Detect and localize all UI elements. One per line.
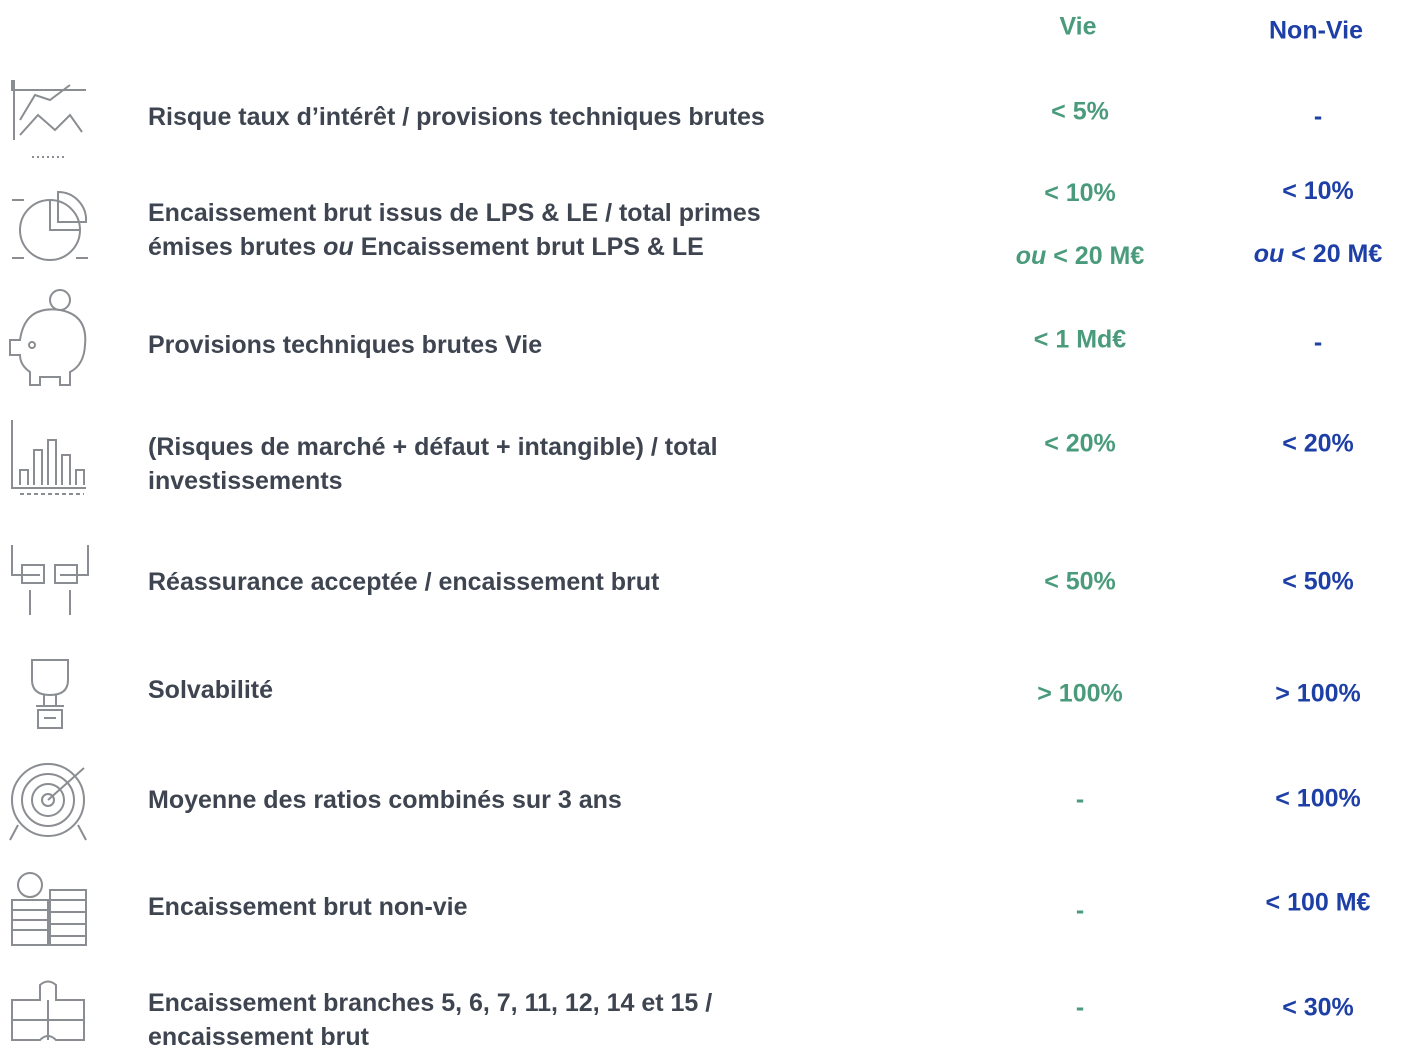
cell-vie: < 10% ou < 20 M€ <box>1016 162 1145 288</box>
icons <box>9 80 89 1041</box>
text-line: - <box>1075 785 1085 814</box>
text-line: Réassurance acceptée / encaissement brut <box>148 568 660 596</box>
row-label: Risque taux d’intérêt / provisions techn… <box>148 100 765 134</box>
cell-vie: < 5% <box>1051 81 1109 144</box>
cell-nonvie: - <box>1314 86 1322 149</box>
text-line: > 100% <box>1275 679 1361 708</box>
text-line: Solvabilité <box>148 676 274 704</box>
cell-vie: < 20% <box>1044 413 1116 476</box>
text-line: ou < 20 M€ <box>1254 223 1383 286</box>
text-line: Risque taux d’intérêt / provisions techn… <box>148 103 765 131</box>
cell-nonvie: < 100 M€ <box>1266 872 1371 935</box>
text-line: < 5% <box>1051 97 1109 126</box>
text-line: < 10% <box>1282 177 1354 205</box>
text-segment: émises brutes <box>148 233 317 261</box>
text-line: - <box>1075 993 1085 1022</box>
text-segment: Encaissement brut LPS & LE <box>360 233 704 261</box>
text-line: < 20% <box>1044 429 1116 458</box>
icon-target <box>9 763 87 841</box>
row-label: Réassurance acceptée / encaissement brut <box>148 565 659 599</box>
row-label: Provisions techniques brutes Vie <box>148 328 542 362</box>
text-line: Encaissement brut issus de LPS & LE / to… <box>148 199 761 227</box>
text-line: Moyenne des ratios combinés sur 3 ans <box>148 786 622 814</box>
icon-handshake <box>11 545 89 615</box>
cell-nonvie: < 30% <box>1282 977 1354 1040</box>
icon-bar-chart <box>11 420 86 495</box>
text-line: < 30% <box>1282 993 1354 1022</box>
text-segment: < 20 M€ <box>1053 242 1145 270</box>
text-line: < 1 Md€ <box>1033 325 1127 354</box>
cell-vie: < 50% <box>1044 551 1116 614</box>
text-line: < 100 M€ <box>1265 888 1371 917</box>
icon-coins <box>11 872 87 946</box>
text-line: < 20% <box>1282 429 1354 458</box>
text-segment: ou <box>323 233 354 261</box>
text-line: Encaissement brut non-vie <box>148 893 468 921</box>
text-line: < 10% <box>1044 179 1116 207</box>
cell-nonvie: < 10% ou < 20 M€ <box>1254 160 1383 286</box>
cell-vie: - <box>1076 880 1084 943</box>
text-line: > 100% <box>1037 679 1123 708</box>
text-line: Provisions techniques brutes Vie <box>148 331 543 359</box>
row-label: Encaissement brut issus de LPS & LE / to… <box>148 196 761 264</box>
icon-piggy <box>9 289 87 386</box>
cell-vie: < 1 Md€ <box>1034 309 1126 372</box>
icon-puzzle <box>11 980 85 1041</box>
text-line: - <box>1313 102 1323 131</box>
row-label: Moyenne des ratios combinés sur 3 ans <box>148 783 622 817</box>
text-line: (Risques de marché + défaut + intangible… <box>148 433 718 461</box>
cell-nonvie: < 20% <box>1282 413 1354 476</box>
header-vie: Vie <box>1059 12 1097 41</box>
text-line: < 50% <box>1044 567 1116 596</box>
cell-nonvie: < 50% <box>1282 551 1354 614</box>
text-line: < 50% <box>1282 567 1354 596</box>
cell-nonvie: < 100% <box>1275 768 1361 831</box>
text-line: - <box>1075 896 1085 925</box>
row-label: (Risques de marché + défaut + intangible… <box>148 430 718 498</box>
cell-vie: - <box>1076 977 1084 1040</box>
text-segment: ou <box>1253 240 1285 268</box>
icon-line-chart <box>11 80 86 158</box>
cell-vie: > 100% <box>1037 663 1123 726</box>
text-line: ou < 20 M€ <box>1016 225 1145 288</box>
text-line: < 100% <box>1275 784 1361 813</box>
icon-trophy <box>31 659 69 729</box>
text-segment: < 20 M€ <box>1291 240 1383 268</box>
row-label: Encaissement brut non-vie <box>148 890 468 924</box>
icon-pie-chart <box>12 190 88 261</box>
header-nonvie: Non-Vie <box>1269 16 1363 45</box>
cell-nonvie: - <box>1314 312 1322 375</box>
row-label: Solvabilité <box>148 673 273 707</box>
text-line: encaissement brut <box>148 1023 369 1051</box>
text-line: émises brutes ou Encaissement brut LPS & L… <box>148 230 761 264</box>
row-label: Encaissement branches 5, 6, 7, 11, 12, 1… <box>148 986 712 1054</box>
cell-nonvie: > 100% <box>1275 663 1361 726</box>
text-line: - <box>1313 328 1323 357</box>
text-line: investissements <box>148 467 343 495</box>
text-line: Encaissement branches 5, 6, 7, 11, 12, 1… <box>148 989 713 1017</box>
cell-vie: - <box>1076 769 1084 832</box>
text-segment: ou <box>1015 242 1047 270</box>
